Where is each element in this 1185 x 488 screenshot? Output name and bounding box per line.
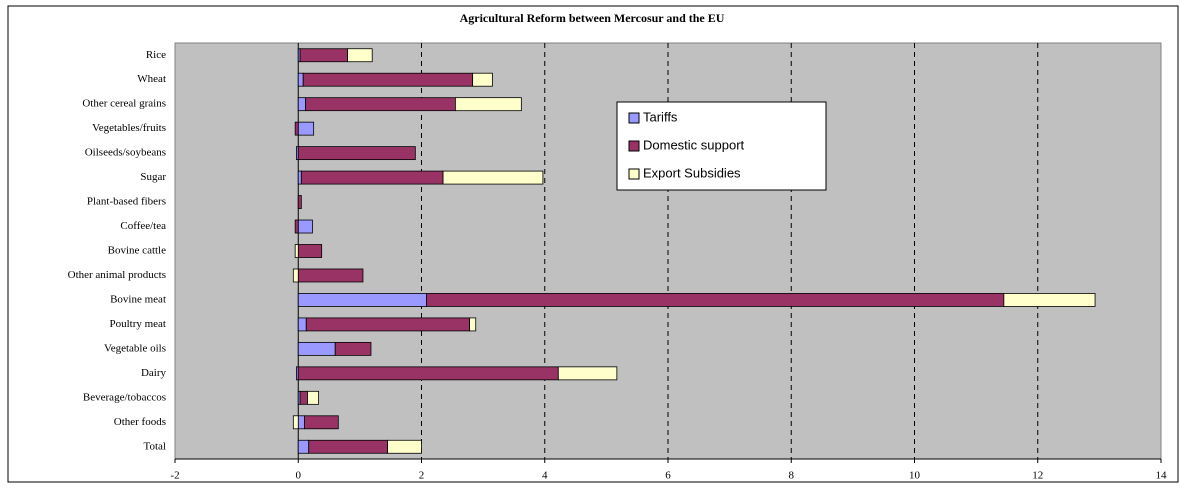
y-tick-label: Other foods xyxy=(114,416,166,428)
x-tick-label: 2 xyxy=(419,470,425,482)
legend-swatch xyxy=(628,168,640,180)
bar-segment xyxy=(297,366,559,381)
bar-segment xyxy=(299,390,308,405)
bar-segment xyxy=(297,146,416,161)
y-tick-label: Other cereal grains xyxy=(82,98,166,110)
bar-segment xyxy=(292,415,299,430)
legend-swatch xyxy=(628,140,640,152)
bar-segment xyxy=(454,97,522,112)
bar-segment xyxy=(297,121,315,136)
legend-swatch xyxy=(628,112,640,124)
y-tick-label: Wheat xyxy=(137,73,166,85)
bar-segment xyxy=(308,439,389,454)
bar-segment xyxy=(334,341,372,356)
bar-segment xyxy=(292,268,299,283)
bar-segment xyxy=(1003,293,1096,307)
legend-label: Domestic support xyxy=(643,137,745,152)
y-tick-label: Total xyxy=(144,440,166,452)
y-tick-label: Dairy xyxy=(141,367,167,379)
y-tick-label: Vegetables/fruits xyxy=(92,122,166,134)
bar-segment xyxy=(297,170,302,185)
bar-segment xyxy=(297,219,313,234)
bar-segment xyxy=(297,72,304,87)
bar-segment xyxy=(472,72,493,87)
y-tick-label: Beverage/tobaccos xyxy=(83,391,166,403)
bar-segment xyxy=(299,48,348,63)
bar-segment xyxy=(426,293,1005,307)
bar-segment xyxy=(305,97,456,112)
bar-segment xyxy=(347,48,373,63)
y-tick-label: Poultry meat xyxy=(109,318,166,330)
legend-label: Export Subsidies xyxy=(643,165,741,180)
x-tick-label: 6 xyxy=(665,470,671,482)
bar-segment xyxy=(297,268,364,283)
y-tick-label: Other animal products xyxy=(68,269,166,281)
chart-title: Agricultural Reform between Mercosur and… xyxy=(460,11,725,25)
x-tick-label: 14 xyxy=(1156,470,1168,482)
y-tick-label: Bovine cattle xyxy=(108,245,166,257)
x-tick-label: 12 xyxy=(1032,470,1043,482)
legend-box xyxy=(616,101,827,191)
x-tick-label: 8 xyxy=(789,470,795,482)
x-tick-label: 4 xyxy=(542,470,548,482)
x-tick-label: -2 xyxy=(170,470,179,482)
bar-segment xyxy=(300,170,444,185)
bar-segment xyxy=(297,317,307,332)
bar-segment xyxy=(469,317,477,332)
bar-segment xyxy=(297,439,310,454)
x-tick-label: 0 xyxy=(296,470,302,482)
y-tick-label: Sugar xyxy=(140,171,166,183)
bar-segment xyxy=(294,121,299,136)
bar-segment xyxy=(297,97,307,112)
x-tick-label: 10 xyxy=(909,470,921,482)
legend-label: Tariffs xyxy=(643,109,678,124)
bar-segment xyxy=(304,415,339,430)
bar-segment xyxy=(557,366,618,381)
bar-segment xyxy=(305,317,470,332)
bar-segment xyxy=(294,219,299,234)
y-tick-label: Coffee/tea xyxy=(120,220,166,232)
y-tick-label: Oilseeds/soybeans xyxy=(85,147,166,159)
bar-segment xyxy=(297,244,323,258)
bar-segment xyxy=(387,439,422,454)
bar-segment xyxy=(302,72,474,87)
bar-segment xyxy=(297,195,302,209)
y-tick-label: Plant-based fibers xyxy=(87,196,166,208)
bar-segment xyxy=(294,244,299,258)
y-tick-label: Bovine meat xyxy=(110,293,166,305)
bar-segment xyxy=(297,293,427,307)
y-tick-label: Rice xyxy=(146,49,166,61)
bar-segment xyxy=(307,390,319,405)
bar-segment xyxy=(297,415,305,430)
bar-segment xyxy=(442,170,544,185)
y-tick-label: Vegetable oils xyxy=(104,342,166,354)
bar-segment xyxy=(297,341,336,356)
